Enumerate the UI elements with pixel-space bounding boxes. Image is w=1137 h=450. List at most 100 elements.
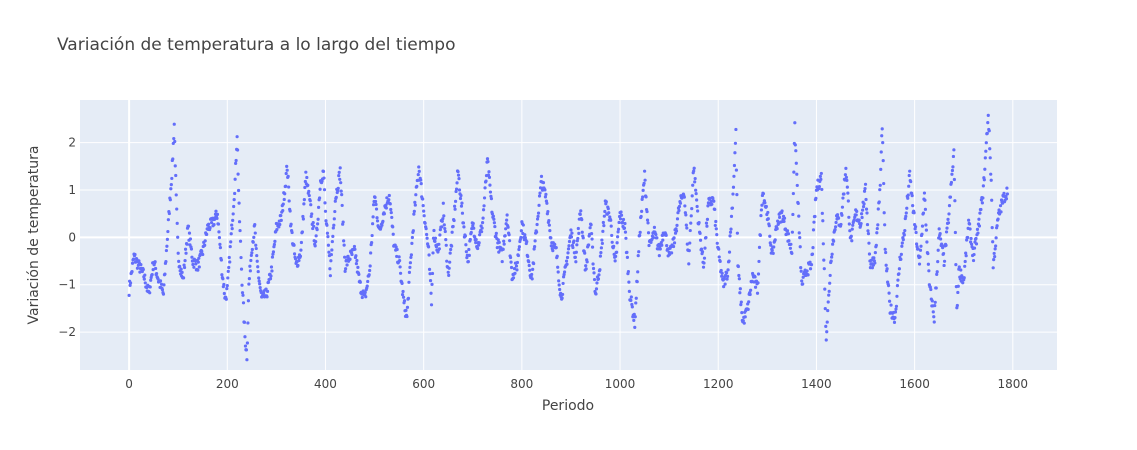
data-point xyxy=(166,229,170,234)
data-point xyxy=(696,209,700,213)
data-point xyxy=(801,275,805,279)
data-point xyxy=(329,252,333,257)
data-point xyxy=(254,246,258,251)
data-point xyxy=(549,236,553,240)
data-point xyxy=(182,263,186,267)
data-point xyxy=(660,243,664,247)
data-point xyxy=(627,289,631,293)
data-point xyxy=(159,282,164,286)
data-point xyxy=(831,242,835,246)
data-point xyxy=(370,233,374,238)
data-point xyxy=(131,257,136,261)
data-point xyxy=(998,204,1003,208)
data-point xyxy=(538,191,542,195)
data-point xyxy=(154,266,158,271)
data-point xyxy=(671,244,676,249)
data-point xyxy=(286,174,290,179)
data-point xyxy=(738,291,742,295)
data-point xyxy=(168,198,172,202)
data-point xyxy=(179,267,183,271)
data-point xyxy=(749,288,753,292)
data-point xyxy=(245,358,249,362)
data-point xyxy=(926,262,930,266)
data-point xyxy=(178,264,182,268)
data-point xyxy=(228,244,232,249)
data-point xyxy=(746,307,750,311)
data-point xyxy=(927,269,931,273)
data-point xyxy=(547,219,551,223)
data-point xyxy=(906,193,910,197)
data-point xyxy=(672,236,676,240)
data-point xyxy=(455,181,459,185)
data-point xyxy=(154,271,159,276)
data-point xyxy=(789,242,793,246)
data-point xyxy=(215,216,219,220)
data-point xyxy=(753,275,757,279)
data-point xyxy=(792,170,796,174)
data-point xyxy=(860,215,864,220)
data-point xyxy=(370,241,374,245)
data-point xyxy=(388,202,392,206)
data-point xyxy=(619,210,623,214)
data-point xyxy=(590,237,594,241)
data-point xyxy=(634,296,638,300)
data-point xyxy=(560,296,564,300)
data-point xyxy=(893,316,897,320)
data-point xyxy=(507,233,511,237)
data-point xyxy=(729,214,734,218)
data-point xyxy=(273,239,277,243)
data-point xyxy=(483,186,487,190)
data-point xyxy=(992,258,996,262)
data-point xyxy=(447,273,451,278)
data-point xyxy=(698,238,703,242)
data-point xyxy=(218,245,223,250)
data-point xyxy=(967,218,971,222)
data-point xyxy=(384,206,388,210)
data-point xyxy=(270,269,274,273)
data-point xyxy=(897,267,902,271)
data-point xyxy=(685,226,689,230)
data-point xyxy=(1004,197,1009,201)
data-point xyxy=(863,182,868,186)
data-point xyxy=(161,292,166,296)
data-point xyxy=(825,330,829,334)
data-point xyxy=(795,172,799,176)
data-point xyxy=(425,236,429,240)
data-point xyxy=(602,214,606,218)
data-point xyxy=(604,200,608,204)
data-point xyxy=(478,233,482,237)
data-point xyxy=(626,269,631,274)
data-point xyxy=(872,256,876,260)
data-point xyxy=(670,251,674,255)
data-point xyxy=(509,260,513,264)
data-point xyxy=(664,233,668,237)
data-point xyxy=(196,268,200,272)
data-point xyxy=(506,225,510,229)
data-point xyxy=(389,210,393,215)
data-point xyxy=(1005,186,1009,190)
data-point xyxy=(444,238,448,242)
y-tick-label: 0 xyxy=(68,230,76,244)
data-point xyxy=(463,234,467,238)
x-tick-label: 1600 xyxy=(899,377,930,391)
data-point xyxy=(950,168,955,173)
data-point xyxy=(130,261,135,265)
data-point xyxy=(823,287,827,291)
data-point xyxy=(562,272,566,277)
data-point xyxy=(923,198,927,202)
data-point xyxy=(674,229,679,233)
data-point xyxy=(939,237,943,241)
data-point xyxy=(486,160,490,164)
data-point xyxy=(734,168,739,172)
data-point xyxy=(264,287,268,291)
data-point xyxy=(158,279,163,283)
data-point xyxy=(318,187,322,191)
data-point xyxy=(956,290,960,295)
data-point xyxy=(472,226,476,230)
data-point xyxy=(565,262,569,266)
data-point xyxy=(480,226,484,230)
data-point xyxy=(306,183,310,187)
data-point xyxy=(230,227,234,231)
data-point xyxy=(505,218,509,222)
data-point xyxy=(645,218,650,222)
